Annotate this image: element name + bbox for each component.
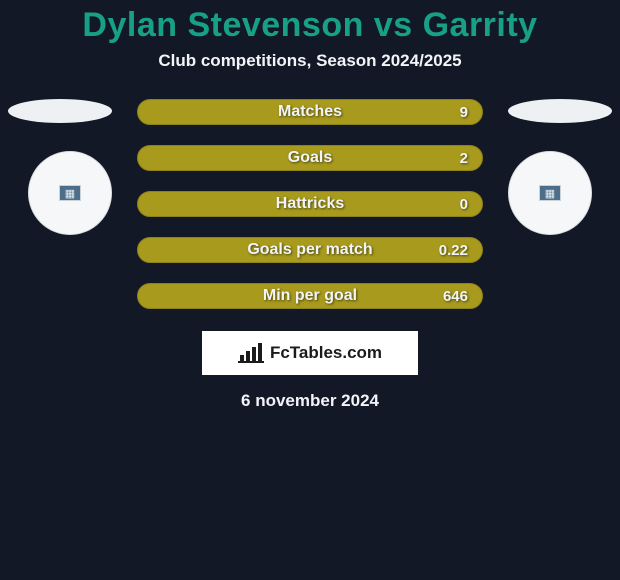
player-right-disc: ▦: [508, 151, 592, 235]
stat-bar: Goals 2: [137, 145, 483, 171]
stat-bar: Matches 9: [137, 99, 483, 125]
stat-bar: Goals per match 0.22: [137, 237, 483, 263]
stat-value: 0.22: [439, 242, 468, 259]
stat-label: Matches: [278, 103, 342, 121]
stat-bar: Hattricks 0: [137, 191, 483, 217]
stat-label: Hattricks: [276, 195, 344, 213]
player-right-shadow-ellipse: [508, 99, 612, 123]
flag-placeholder-icon: ▦: [59, 185, 81, 201]
stat-label: Goals: [288, 149, 332, 167]
stat-bars: Matches 9 Goals 2 Hattricks 0 Goals per …: [137, 99, 483, 309]
date-line: 6 november 2024: [0, 391, 620, 411]
stat-value: 9: [460, 104, 468, 121]
bars-chart-icon: [238, 343, 264, 363]
stat-bar: Min per goal 646: [137, 283, 483, 309]
page-title: Dylan Stevenson vs Garrity: [0, 0, 620, 45]
stat-value: 2: [460, 150, 468, 167]
flag-placeholder-icon: ▦: [539, 185, 561, 201]
subtitle: Club competitions, Season 2024/2025: [0, 51, 620, 71]
stat-value: 0: [460, 196, 468, 213]
brand-text: FcTables.com: [270, 343, 382, 363]
brand-badge: FcTables.com: [202, 331, 418, 375]
stat-value: 646: [443, 288, 468, 305]
stat-label: Goals per match: [247, 241, 372, 259]
player-left-disc: ▦: [28, 151, 112, 235]
stat-label: Min per goal: [263, 287, 357, 305]
player-left-shadow-ellipse: [8, 99, 112, 123]
comparison-stage: ▦ ▦ Matches 9 Goals 2 Hattricks 0 Goals …: [0, 99, 620, 309]
